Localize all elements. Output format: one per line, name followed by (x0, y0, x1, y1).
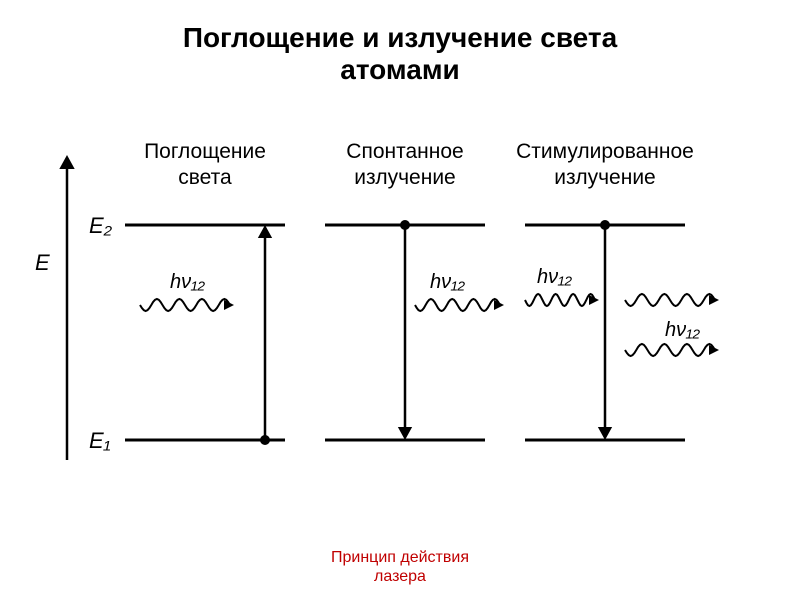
page-title: Поглощение и излучение света атомами (0, 22, 800, 86)
footer-line-2: лазера (374, 568, 426, 585)
svg-text:hν₁₂: hν₁₂ (665, 319, 700, 341)
svg-text:Стимулированное: Стимулированное (516, 140, 694, 163)
svg-text:Спонтанное: Спонтанное (346, 140, 463, 163)
footer-line-1: Принцип действия (331, 549, 469, 566)
svg-text:hν₁₂: hν₁₂ (170, 271, 205, 293)
diagram-svg: E E₂ E₁ Поглощение света hν₁₂ Спонтанное излуче… (25, 120, 775, 490)
svg-text:света: света (178, 166, 232, 189)
title-line-1: Поглощение и излучение света (183, 22, 617, 53)
title-line-2: атомами (340, 54, 460, 85)
energy-diagram: E E₂ E₁ Поглощение света hν₁₂ Спонтанное излуче… (25, 120, 775, 490)
svg-text:hν₁₂: hν₁₂ (430, 271, 465, 293)
footer-caption: Принцип действия лазера (0, 549, 800, 586)
svg-text:E₁: E₁ (89, 428, 111, 453)
svg-text:E: E (35, 250, 50, 275)
svg-text:излучение: излучение (554, 166, 656, 189)
slide: Поглощение и излучение света атомами E E₂… (0, 0, 800, 600)
svg-text:Поглощение: Поглощение (144, 140, 266, 163)
svg-text:hν₁₂: hν₁₂ (537, 266, 572, 288)
svg-text:излучение: излучение (354, 166, 456, 189)
svg-text:E₂: E₂ (89, 213, 113, 238)
